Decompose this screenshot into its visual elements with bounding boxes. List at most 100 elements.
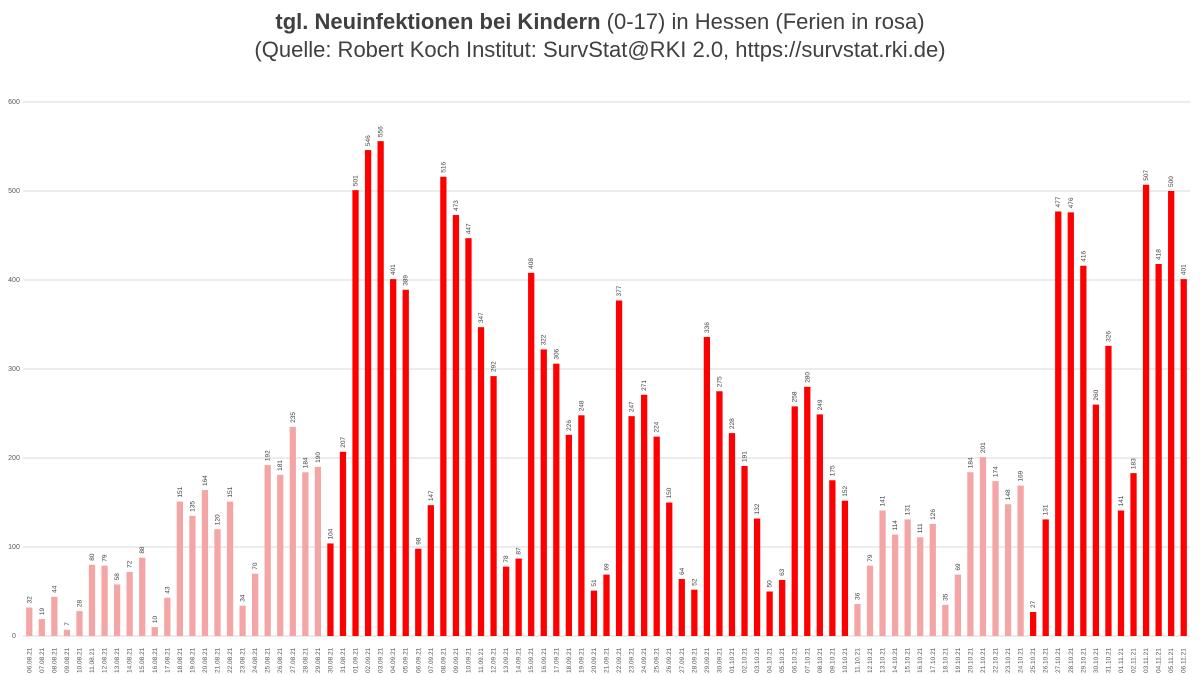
x-tick-label: 11.08.21 <box>89 648 96 673</box>
bar <box>979 457 987 636</box>
data-label: 184 <box>302 457 309 468</box>
x-tick-label: 15.09.21 <box>528 647 535 673</box>
data-label: 191 <box>742 451 749 462</box>
bar <box>603 574 610 636</box>
data-label: 275 <box>716 376 723 387</box>
x-tick-label: 14.10.21 <box>892 647 899 673</box>
bar <box>866 565 874 636</box>
x-tick-label: 24.10.21 <box>1018 647 1025 673</box>
x-tick-label: 06.09.21 <box>415 647 422 673</box>
x-tick-label: 13.09.21 <box>503 647 510 673</box>
data-label: 326 <box>1105 331 1112 342</box>
data-label: 120 <box>215 514 222 525</box>
data-label: 201 <box>980 442 987 453</box>
data-label: 70 <box>252 562 259 570</box>
data-label: 247 <box>629 401 636 412</box>
chart-subtitle: (Quelle: Robert Koch Institut: SurvStat@… <box>254 37 946 62</box>
x-tick-label: 08.10.21 <box>817 647 824 673</box>
data-label: 63 <box>779 568 786 576</box>
bar <box>1105 345 1112 636</box>
chart-title-bold: tgl. Neuinfektionen bei Kindern <box>275 9 601 34</box>
data-label: 34 <box>240 594 247 602</box>
data-label: 306 <box>553 348 560 359</box>
bar <box>76 611 83 636</box>
data-label: 228 <box>729 418 736 429</box>
bar <box>691 589 698 636</box>
x-tick-label: 03.11.21 <box>1143 648 1150 673</box>
bar <box>1180 279 1187 636</box>
data-label: 546 <box>365 135 372 146</box>
y-tick-label: 0 <box>12 633 16 640</box>
x-tick-label: 09.08.21 <box>64 647 71 673</box>
x-tick-label: 03.09.21 <box>378 647 385 673</box>
y-tick-label: 200 <box>8 455 20 462</box>
x-tick-label: 11.09.21 <box>478 648 485 673</box>
bar <box>502 566 510 636</box>
data-label: 473 <box>453 200 460 211</box>
x-tick-label: 06.08.21 <box>26 647 33 673</box>
x-tick-label: 16.08.21 <box>152 647 159 673</box>
x-tick-label: 15.10.21 <box>905 647 912 673</box>
bar <box>377 141 384 636</box>
x-tick-label: 04.10.21 <box>767 647 774 673</box>
data-label: 69 <box>604 563 611 571</box>
bar <box>854 603 861 636</box>
x-tick-label: 29.10.21 <box>1080 647 1087 673</box>
bar <box>327 543 334 636</box>
data-label: 151 <box>227 486 234 497</box>
bar <box>239 605 246 636</box>
data-label: 69 <box>955 563 962 571</box>
x-tick-label: 02.09.21 <box>365 647 372 673</box>
data-label: 43 <box>164 586 171 594</box>
bar <box>917 537 924 636</box>
x-tick-label: 05.09.21 <box>403 647 410 673</box>
x-tick-label: 29.09.21 <box>704 647 711 673</box>
x-tick-label: 13.10.21 <box>880 647 887 673</box>
x-tick-label: 16.10.21 <box>917 647 924 673</box>
bar <box>1055 211 1062 636</box>
bar <box>1004 504 1012 636</box>
x-tick-label: 24.08.21 <box>252 647 259 673</box>
bar <box>753 518 761 636</box>
data-label: 235 <box>290 412 297 423</box>
data-label: 87 <box>516 547 523 555</box>
x-tick-label: 20.10.21 <box>967 647 974 673</box>
bar <box>139 557 146 636</box>
bar <box>791 406 798 636</box>
data-label: 401 <box>1181 264 1188 275</box>
bar <box>151 627 158 636</box>
x-tick-label: 04.11.21 <box>1156 648 1163 673</box>
data-label: 476 <box>1068 197 1075 208</box>
x-tick-label: 12.10.21 <box>867 647 874 673</box>
data-label: 28 <box>76 599 83 607</box>
x-tick-label: 20.09.21 <box>591 647 598 673</box>
chart-title: tgl. Neuinfektionen bei Kindern (0-17) i… <box>0 8 1200 36</box>
data-label: 181 <box>277 460 284 471</box>
x-tick-label: 30.10.21 <box>1093 647 1100 673</box>
x-tick-label: 18.09.21 <box>566 647 573 673</box>
data-label: 151 <box>177 486 184 497</box>
bar <box>88 564 96 636</box>
bar <box>1168 191 1175 636</box>
bar <box>829 480 836 636</box>
y-tick-label: 600 <box>8 99 20 106</box>
data-label: 44 <box>51 585 58 593</box>
x-tick-label: 20.08.21 <box>202 647 209 673</box>
bar <box>176 501 183 636</box>
data-label: 148 <box>1005 489 1012 500</box>
bar <box>252 573 259 636</box>
data-label: 192 <box>265 450 272 461</box>
x-tick-label: 28.09.21 <box>691 647 698 673</box>
data-label: 58 <box>114 573 121 581</box>
x-tick-label: 28.08.21 <box>302 647 309 673</box>
data-label: 336 <box>704 322 711 333</box>
bar <box>101 565 108 636</box>
bar <box>641 394 648 636</box>
bar <box>954 574 961 636</box>
bar <box>766 591 773 636</box>
bar <box>440 176 447 636</box>
data-label: 164 <box>202 475 209 486</box>
data-label: 322 <box>541 334 548 345</box>
bar <box>1117 510 1125 636</box>
